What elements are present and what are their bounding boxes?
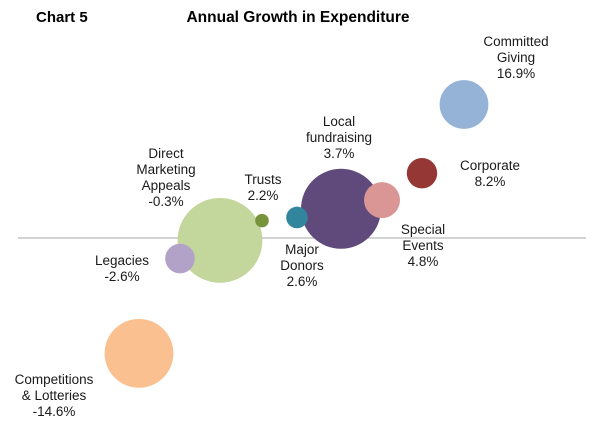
label-line: -0.3% bbox=[148, 194, 183, 209]
label-line: Giving bbox=[497, 50, 535, 65]
label-line: Committed bbox=[483, 34, 548, 49]
label-direct-marketing-appeals: Direct Marketing Appeals -0.3% bbox=[136, 146, 195, 209]
bubble-corporate bbox=[406, 158, 438, 189]
bubble-committed-giving bbox=[439, 80, 489, 129]
label-line: 4.8% bbox=[408, 254, 439, 269]
label-line: 8.2% bbox=[475, 174, 506, 189]
label-line: Local bbox=[323, 114, 355, 129]
bubble-special-events bbox=[364, 182, 400, 219]
label-local-fundraising: Local fundraising 3.7% bbox=[306, 114, 372, 161]
label-major-donors: Major Donors 2.6% bbox=[280, 242, 324, 289]
label-line: -2.6% bbox=[104, 269, 139, 284]
bubble-major-donors bbox=[286, 206, 308, 229]
label-line: Competitions bbox=[15, 372, 94, 387]
label-line: -14.6% bbox=[33, 404, 76, 419]
label-line: & Lotteries bbox=[22, 388, 87, 403]
label-line: Donors bbox=[280, 258, 324, 273]
bubble-local-fundraising bbox=[301, 168, 381, 249]
label-line: Major bbox=[285, 242, 319, 257]
chart-number: Chart 5 bbox=[36, 9, 88, 26]
label-competitions-lotteries: Competitions & Lotteries -14.6% bbox=[15, 372, 94, 419]
label-special-events: Special Events 4.8% bbox=[401, 222, 445, 269]
label-line: Corporate bbox=[460, 158, 520, 173]
label-committed-giving: Committed Giving 16.9% bbox=[483, 34, 548, 81]
bubbles bbox=[104, 80, 489, 388]
label-line: Appeals bbox=[142, 178, 191, 193]
bubble-direct-marketing-appeals bbox=[177, 197, 263, 283]
label-trusts: Trusts 2.2% bbox=[245, 172, 282, 203]
label-line: 3.7% bbox=[324, 146, 355, 161]
bubble-trusts bbox=[255, 213, 269, 228]
label-line: Events bbox=[402, 238, 444, 253]
label-corporate: Corporate 8.2% bbox=[460, 158, 520, 189]
bubble-legacies bbox=[165, 243, 195, 274]
label-line: Special bbox=[401, 222, 445, 237]
label-line: 2.2% bbox=[248, 188, 279, 203]
chart-title: Annual Growth in Expenditure bbox=[186, 9, 410, 26]
label-line: 2.6% bbox=[287, 274, 318, 289]
bubble-labels: Committed Giving 16.9% Corporate 8.2% Local fu… bbox=[15, 34, 549, 419]
label-line: Trusts bbox=[245, 172, 282, 187]
label-line: 16.9% bbox=[497, 66, 535, 81]
label-legacies: Legacies -2.6% bbox=[95, 253, 149, 284]
label-line: Marketing bbox=[136, 162, 195, 177]
label-line: fundraising bbox=[306, 130, 372, 145]
label-line: Direct bbox=[148, 146, 184, 161]
bubble-competitions-lotteries bbox=[104, 318, 174, 388]
label-line: Legacies bbox=[95, 253, 149, 268]
